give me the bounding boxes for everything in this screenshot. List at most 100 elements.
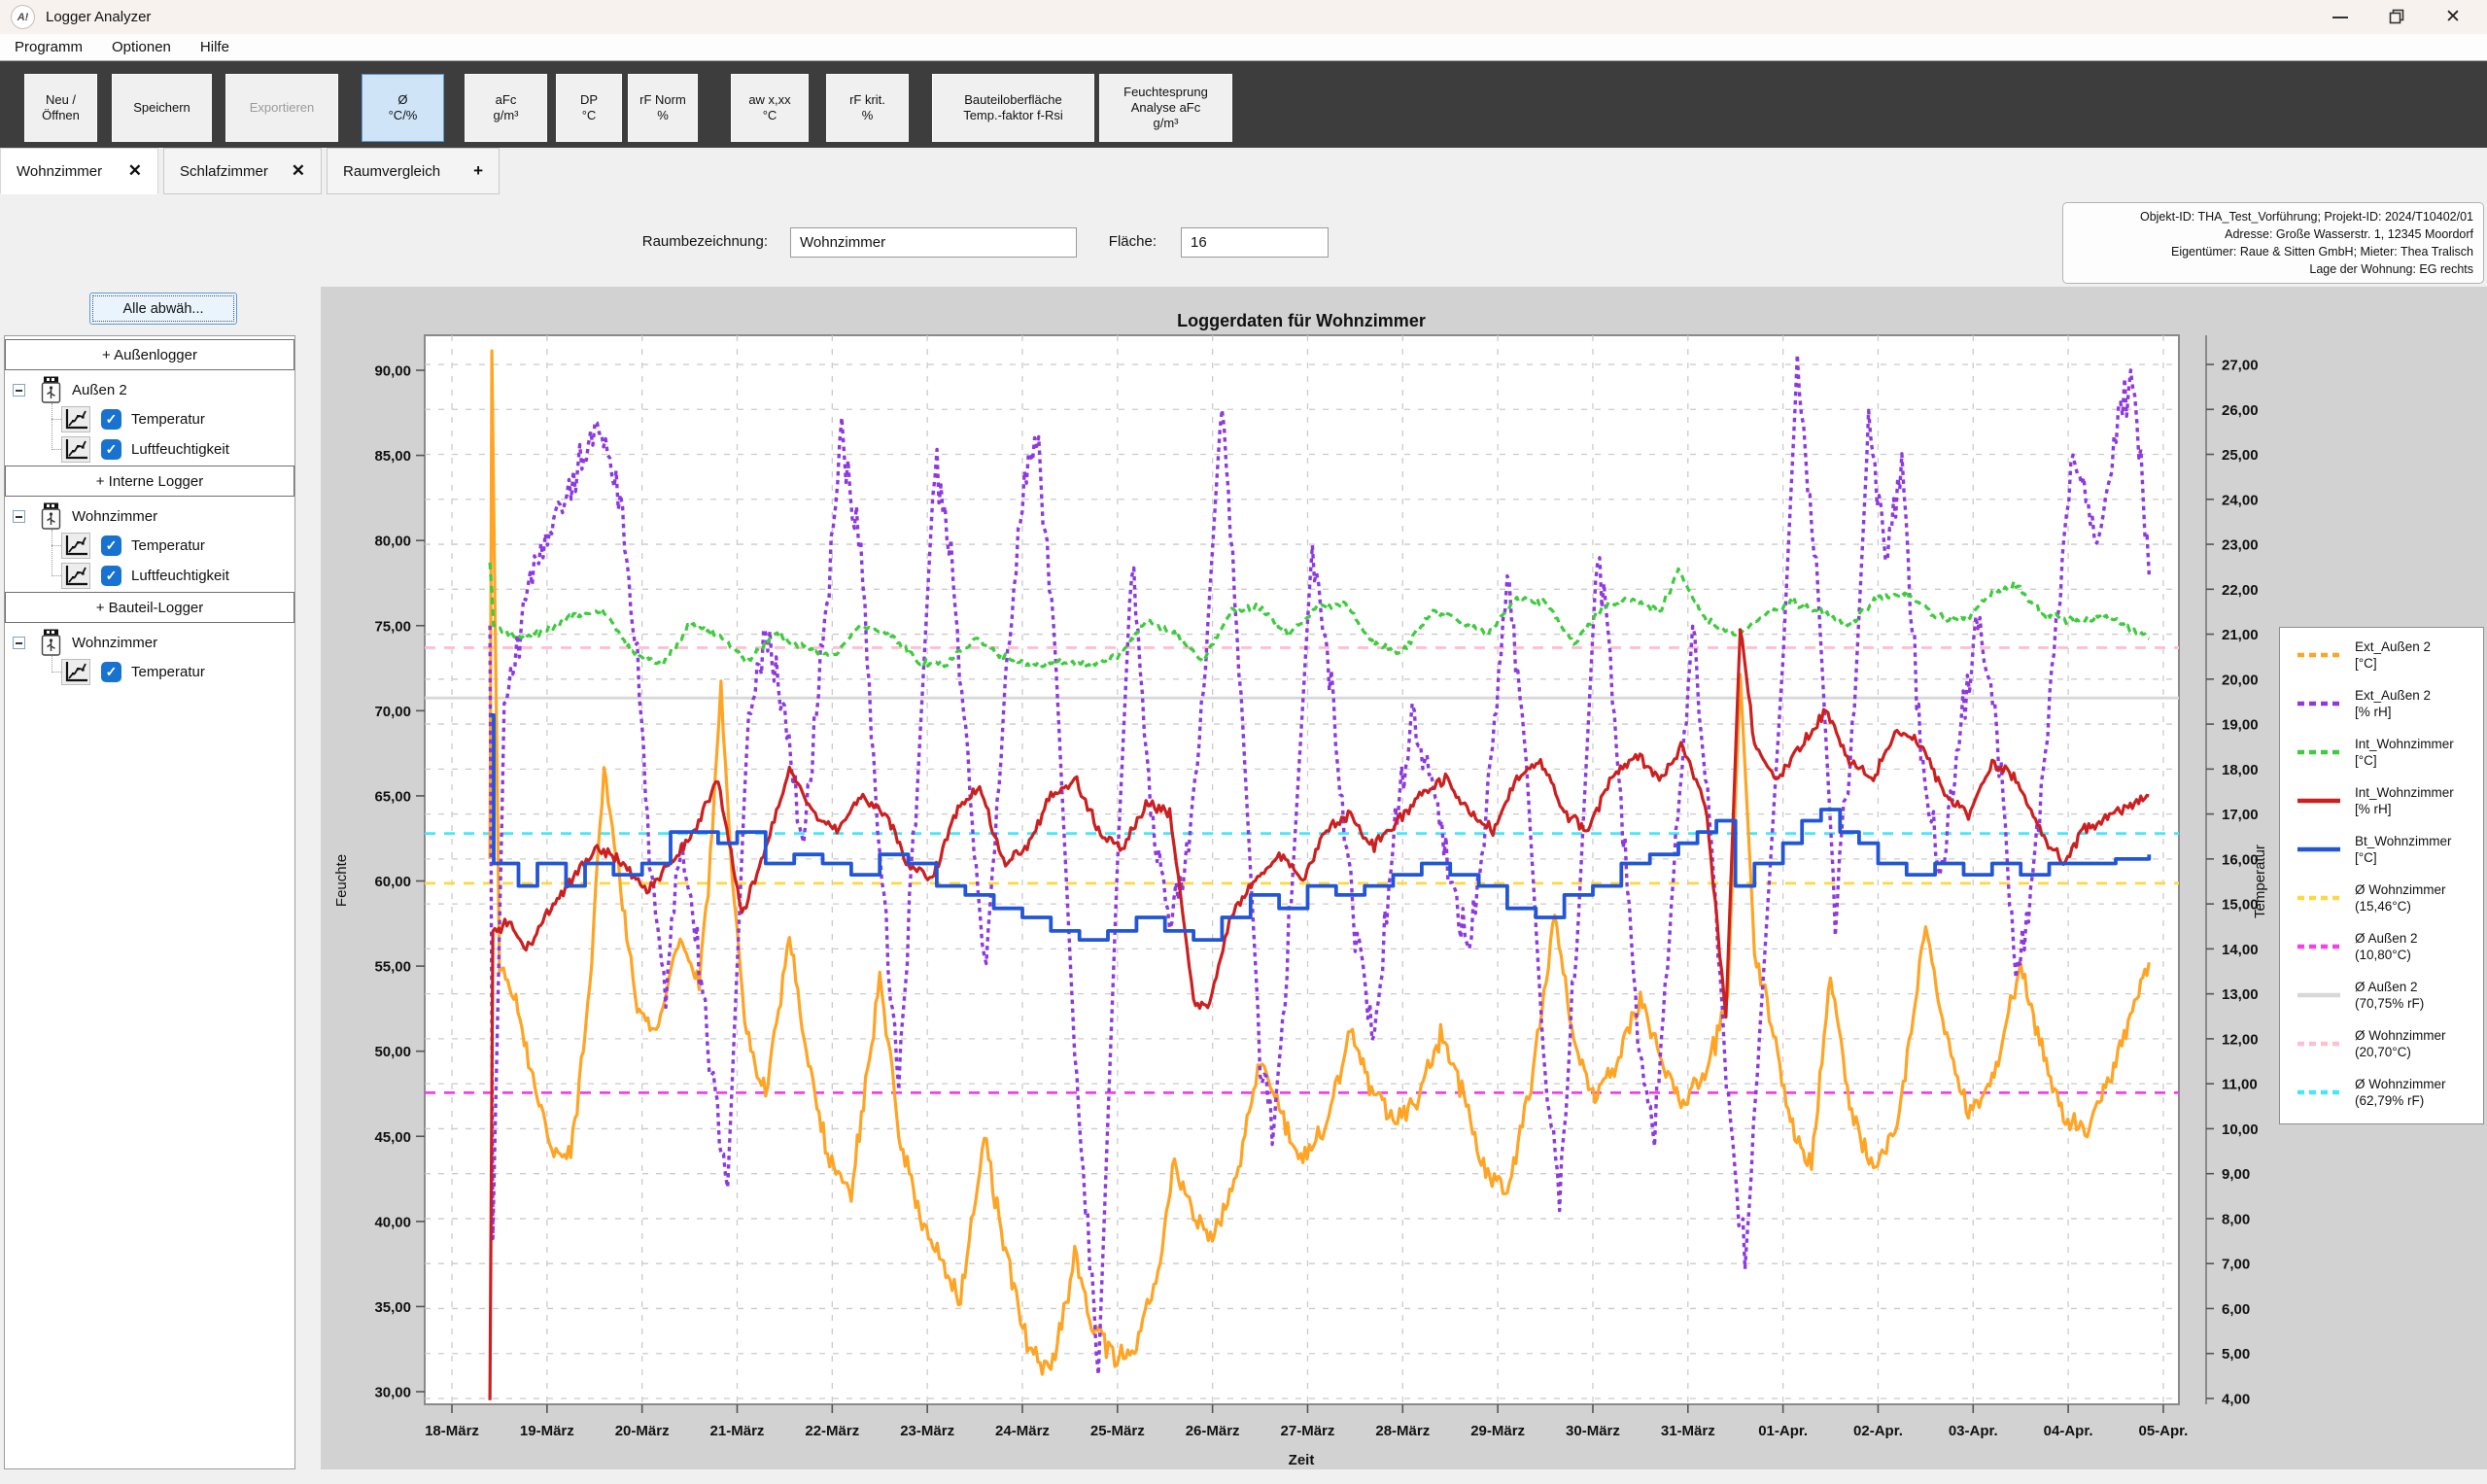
legend-entry: Ø Wohnzimmer (20,70°C): [2280, 1028, 2483, 1077]
right-tick-label: 22,00: [2222, 582, 2259, 599]
logger-node[interactable]: Außen 2: [13, 376, 294, 403]
x-tick-label: 18-März: [425, 1423, 479, 1439]
legend-line-sample: [2297, 841, 2341, 858]
room-area-input[interactable]: [1181, 227, 1329, 258]
room-area-label: Fläche:: [1077, 233, 1157, 250]
x-tick-label: 22-März: [805, 1423, 859, 1439]
toolbar-button-neu-oeffnen[interactable]: Neu / Öffnen: [24, 74, 97, 142]
collapse-icon[interactable]: [13, 510, 25, 523]
menu-item-hilfe[interactable]: Hilfe: [186, 39, 244, 55]
add-tab-icon[interactable]: +: [473, 161, 483, 181]
usb-logger-icon: [41, 629, 61, 656]
toolbar-button-rf-norm[interactable]: rF Norm %: [628, 74, 698, 142]
window-controls: ✕: [2312, 0, 2481, 34]
channel-checkbox[interactable]: ✓: [101, 409, 121, 430]
right-tick-label: 21,00: [2222, 627, 2259, 643]
right-tick-label: 25,00: [2222, 447, 2259, 464]
close-icon: ✕: [2445, 8, 2461, 26]
legend-label: Ø Außen 2 (70,75% rF): [2355, 980, 2424, 1012]
tab-schlafzimmer[interactable]: Schlafzimmer✕: [163, 148, 322, 194]
channel-chart-icon: [61, 659, 90, 685]
toolbar-button-avg-c-percent[interactable]: Ø °C/%: [362, 74, 444, 142]
channel-label: Temperatur: [131, 664, 205, 680]
tree-section-header-0[interactable]: + Außenlogger: [5, 339, 294, 370]
channel-label: Temperatur: [131, 537, 205, 554]
left-tick-label: 35,00: [374, 1299, 411, 1316]
toolbar: Neu / ÖffnenSpeichernExportieren Ø °C/% aF…: [0, 61, 2487, 148]
toolbar-button-afc[interactable]: aFc g/m³: [465, 74, 547, 142]
info-line-0: Objekt-ID: THA_Test_Vorführung; Projekt-…: [2073, 208, 2473, 225]
x-tick-label: 29-März: [1470, 1423, 1525, 1439]
logger-analyzer-window: { "window": {"title": "Logger Analyzer",…: [0, 0, 2487, 1484]
toolbar-button-aw[interactable]: aw x,xx °C: [731, 74, 809, 142]
tree-section-header-2[interactable]: + Bauteil-Logger: [5, 592, 294, 623]
channel-checkbox[interactable]: ✓: [101, 535, 121, 556]
logger-group-wohnzimmer: Wohnzimmer ✓ Temperatur: [5, 629, 294, 686]
logger-group-wohnzimmer: Wohnzimmer ✓ Temperatur ✓ Luftfeuchtigkeit: [5, 502, 294, 590]
collapse-icon[interactable]: [13, 637, 25, 649]
toolbar-button-exportieren[interactable]: Exportieren: [225, 74, 338, 142]
x-tick-label: 24-März: [995, 1423, 1050, 1439]
tree-section-header-1[interactable]: + Interne Logger: [5, 466, 294, 497]
channel-checkbox[interactable]: ✓: [101, 566, 121, 586]
legend-label: Ø Wohnzimmer (20,70°C): [2355, 1028, 2446, 1060]
collapse-icon[interactable]: [13, 384, 25, 397]
toolbar-button-dp[interactable]: DP °C: [556, 74, 622, 142]
logger-node[interactable]: Wohnzimmer: [13, 629, 294, 656]
room-name-input[interactable]: [790, 227, 1077, 258]
title-bar: A! Logger Analyzer ✕: [0, 0, 2487, 34]
legend-entry: Ext_Außen 2 [% rH]: [2280, 688, 2483, 737]
legend-label: Ø Wohnzimmer (62,79% rF): [2355, 1077, 2446, 1109]
right-tick-label: 11,00: [2222, 1077, 2258, 1093]
app-icon: A!: [11, 5, 35, 29]
legend-line-sample: [2297, 938, 2341, 955]
chart-panel: 30,0035,0040,0045,0050,0055,0060,0065,00…: [321, 287, 2487, 1469]
toolbar-button-speichern[interactable]: Speichern: [112, 74, 212, 142]
minimize-icon: [2332, 17, 2348, 18]
x-tick-label: 26-März: [1186, 1423, 1240, 1439]
legend-entry: Int_Wohnzimmer [% rH]: [2280, 785, 2483, 834]
left-tick-label: 40,00: [374, 1214, 411, 1230]
close-tab-icon[interactable]: ✕: [128, 161, 142, 181]
tab-raumvergleich[interactable]: Raumvergleich+: [327, 148, 500, 194]
legend-entry: Ø Wohnzimmer (62,79% rF): [2280, 1077, 2483, 1125]
tab-label: Wohnzimmer: [17, 163, 102, 180]
x-tick-label: 03-Apr.: [1949, 1423, 1998, 1439]
legend-label: Ø Außen 2 (10,80°C): [2355, 931, 2418, 963]
right-tick-label: 14,00: [2222, 942, 2259, 958]
menu-item-programm[interactable]: Programm: [0, 39, 97, 55]
channel-chart-icon: [61, 406, 90, 432]
close-tab-icon[interactable]: ✕: [292, 161, 305, 181]
deselect-all-button[interactable]: Alle abwäh...: [89, 293, 237, 325]
x-tick-label: 25-März: [1090, 1423, 1145, 1439]
x-tick-label: 23-März: [900, 1423, 954, 1439]
channel-label: Luftfeuchtigkeit: [131, 568, 229, 584]
toolbar-button-feuchtesprung[interactable]: Feuchtesprung Analyse aFc g/m³: [1099, 74, 1232, 142]
channel-row: ✓ Temperatur: [59, 658, 294, 686]
channel-checkbox[interactable]: ✓: [101, 662, 121, 682]
logger-node[interactable]: Wohnzimmer: [13, 502, 294, 530]
legend-label: Bt_Wohnzimmer [°C]: [2355, 834, 2452, 866]
x-tick-label: 04-Apr.: [2044, 1423, 2093, 1439]
legend-label: Int_Wohnzimmer [% rH]: [2355, 785, 2454, 817]
legend-entry: Int_Wohnzimmer [°C]: [2280, 737, 2483, 785]
minimize-button[interactable]: [2312, 0, 2368, 34]
channel-chart-icon: [61, 533, 90, 559]
restore-button[interactable]: [2368, 0, 2425, 34]
channel-row: ✓Temperatur: [59, 405, 294, 433]
close-button[interactable]: ✕: [2425, 0, 2481, 34]
x-axis-title: Zeit: [1289, 1452, 1315, 1468]
toolbar-button-rf-krit[interactable]: rF krit. %: [826, 74, 909, 142]
menu-item-optionen[interactable]: Optionen: [97, 39, 186, 55]
right-tick-label: 10,00: [2222, 1122, 2259, 1138]
right-axis-title: Temperatur: [2252, 845, 2268, 918]
legend-line-sample: [2297, 646, 2341, 664]
channel-checkbox[interactable]: ✓: [101, 439, 121, 460]
tab-wohnzimmer[interactable]: Wohnzimmer ✕: [0, 148, 158, 194]
legend-entry: Ø Wohnzimmer (15,46°C): [2280, 882, 2483, 931]
legend-entry: Ext_Außen 2 [°C]: [2280, 639, 2483, 688]
channel-chart-icon: [61, 563, 90, 589]
toolbar-button-bauteiloberflaeche[interactable]: Bauteiloberfläche Temp.-faktor f-Rsi: [932, 74, 1094, 142]
legend-line-sample: [2297, 1035, 2341, 1053]
x-tick-label: 27-März: [1281, 1423, 1335, 1439]
